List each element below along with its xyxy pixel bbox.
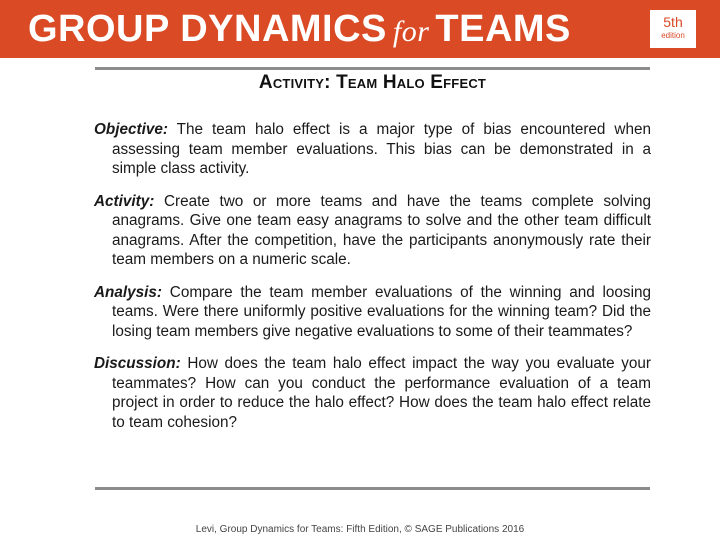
discussion-text: How does the team halo effect impact the… (112, 355, 651, 431)
edition-number: 5th (663, 14, 683, 30)
book-title-for: for (392, 15, 430, 48)
activity-paragraph: Activity: Create two or more teams and h… (94, 192, 651, 270)
analysis-paragraph: Analysis: Compare the team member evalua… (94, 283, 651, 342)
objective-term: Objective: (94, 121, 168, 138)
footer-citation: Levi, Group Dynamics for Teams: Fifth Ed… (195, 524, 525, 535)
activity-text: Create two or more teams and have the te… (112, 192, 651, 269)
analysis-text: Compare the team member evaluations of t… (112, 283, 651, 340)
slide-content: Objective: The team halo effect is a maj… (94, 120, 651, 445)
edition-badge: 5th edition (650, 10, 696, 48)
discussion-term: Discussion: (94, 355, 181, 372)
header-banner: GROUP DYNAMICS for TEAMS 5th edition (0, 0, 720, 58)
objective-text: The team halo effect is a major type of … (112, 121, 651, 177)
activity-term: Activity: (94, 192, 155, 210)
heading-top-rule (95, 67, 650, 70)
edition-label: edition (661, 31, 685, 40)
book-title: GROUP DYNAMICS for TEAMS (28, 6, 571, 55)
discussion-paragraph: Discussion: How does the team halo effec… (94, 354, 651, 432)
book-title-part1: GROUP DYNAMICS (28, 8, 387, 50)
analysis-term: Analysis: (94, 283, 163, 301)
content-bottom-rule (95, 487, 650, 490)
book-title-part2: TEAMS (435, 8, 571, 50)
objective-paragraph: Objective: The team halo effect is a maj… (94, 120, 651, 179)
slide-heading: Activity: Team Halo Effect (258, 72, 487, 93)
